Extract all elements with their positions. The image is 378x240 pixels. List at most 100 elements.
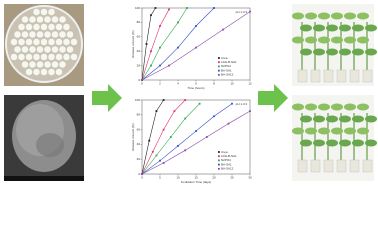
pot bbox=[310, 159, 321, 173]
bead bbox=[40, 8, 48, 16]
data-point bbox=[184, 149, 187, 152]
bead bbox=[66, 45, 74, 54]
bead bbox=[21, 30, 29, 39]
bead bbox=[13, 30, 22, 39]
data-point bbox=[148, 139, 151, 142]
bead bbox=[55, 68, 63, 76]
data-point bbox=[205, 136, 208, 138]
data-point bbox=[195, 46, 197, 49]
leaf bbox=[313, 139, 325, 147]
leaf bbox=[300, 139, 312, 147]
bead bbox=[25, 38, 33, 46]
data-point bbox=[195, 25, 197, 27]
legend-marker bbox=[218, 65, 220, 68]
bead bbox=[43, 60, 52, 69]
legend-marker bbox=[218, 73, 220, 76]
bead bbox=[51, 45, 59, 54]
leaf bbox=[357, 103, 369, 111]
leaf bbox=[344, 12, 356, 20]
data-point bbox=[150, 50, 152, 53]
leaf bbox=[365, 48, 377, 56]
leaf bbox=[331, 36, 343, 44]
y-tick-label: 0 bbox=[138, 78, 140, 82]
leaf bbox=[331, 127, 343, 135]
bead bbox=[21, 15, 29, 24]
legend-label: BA-SA1 bbox=[221, 162, 232, 166]
bead bbox=[17, 23, 26, 31]
x-tick-label: 25 bbox=[230, 175, 234, 179]
x-tick-label: 30 bbox=[248, 175, 252, 179]
bead bbox=[70, 38, 78, 46]
bead bbox=[13, 45, 22, 54]
bead bbox=[25, 53, 33, 61]
data-point bbox=[184, 99, 187, 101]
data-point bbox=[162, 99, 165, 101]
bead bbox=[25, 23, 33, 31]
y-tick-label: 100 bbox=[135, 98, 140, 102]
data-point bbox=[150, 64, 152, 67]
leaf bbox=[344, 127, 356, 135]
chart-annotation: pH 1.4:3 bbox=[236, 10, 248, 14]
leaf bbox=[326, 48, 338, 56]
bead bbox=[17, 53, 26, 61]
bead bbox=[21, 45, 29, 54]
leaf bbox=[300, 24, 312, 32]
data-point bbox=[162, 162, 165, 164]
plot-area bbox=[141, 99, 251, 175]
bead bbox=[55, 23, 63, 31]
y-tick-label: 80 bbox=[137, 20, 141, 24]
leaf bbox=[339, 115, 351, 123]
leaf bbox=[339, 139, 351, 147]
bead bbox=[47, 38, 56, 46]
leaf bbox=[365, 24, 377, 32]
bead bbox=[51, 60, 59, 69]
data-point bbox=[168, 64, 170, 67]
bead bbox=[32, 53, 41, 61]
data-point bbox=[222, 28, 224, 31]
pot bbox=[336, 69, 347, 83]
y-tick-label: 100 bbox=[135, 6, 140, 10]
bead bbox=[36, 45, 44, 54]
bead bbox=[36, 60, 44, 69]
leaf bbox=[357, 12, 369, 20]
leaf bbox=[313, 48, 325, 56]
y-tick-label: 20 bbox=[137, 63, 141, 67]
x-tick-label: 0 bbox=[141, 175, 143, 179]
y-tick-label: 0 bbox=[138, 172, 140, 176]
data-point bbox=[231, 102, 233, 105]
leaf bbox=[326, 24, 338, 32]
leaf bbox=[365, 139, 377, 147]
legend-marker bbox=[218, 167, 220, 170]
bead bbox=[36, 30, 44, 39]
leaf bbox=[365, 115, 377, 123]
bead bbox=[28, 15, 37, 24]
arrow bbox=[258, 84, 288, 112]
bead bbox=[40, 68, 48, 76]
arrow bbox=[92, 84, 122, 112]
petri-dish-photo bbox=[4, 4, 84, 86]
leaf bbox=[331, 12, 343, 20]
leaf bbox=[318, 36, 330, 44]
series-line bbox=[141, 99, 164, 175]
data-point bbox=[155, 110, 158, 112]
legend-label: BA-SA1 bbox=[221, 68, 232, 72]
leaf bbox=[357, 36, 369, 44]
data-point bbox=[162, 128, 165, 131]
bead bbox=[47, 53, 56, 61]
bead bbox=[47, 8, 56, 16]
bead bbox=[58, 60, 67, 69]
leaf bbox=[357, 127, 369, 135]
data-point bbox=[151, 150, 154, 153]
x-tick-label: 10 bbox=[230, 81, 234, 85]
graphical-abstract: 0 2 4 6 8 10 12 0 20 40 60 80 100 Time (hours) Release… bbox=[4, 4, 377, 184]
data-point bbox=[154, 7, 157, 9]
y-tick-label: 60 bbox=[137, 35, 141, 39]
bead bbox=[51, 30, 59, 39]
bead bbox=[36, 15, 44, 24]
data-point bbox=[198, 102, 201, 105]
leaf bbox=[305, 36, 317, 44]
series-line bbox=[141, 110, 251, 175]
bead bbox=[55, 53, 63, 61]
data-point bbox=[159, 159, 161, 162]
bead bbox=[10, 53, 18, 61]
